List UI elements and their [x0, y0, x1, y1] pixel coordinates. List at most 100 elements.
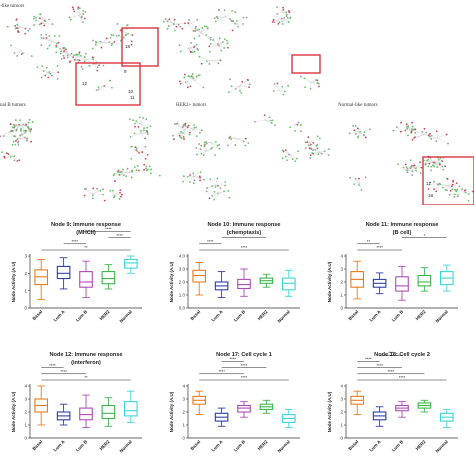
network-edge [194, 80, 204, 88]
network-node [140, 130, 142, 132]
network-node [23, 130, 25, 132]
network-node [316, 82, 319, 84]
network-edge [114, 173, 124, 175]
network-edge [354, 130, 360, 133]
network-node [138, 116, 141, 119]
network-node [40, 34, 43, 36]
network-edge [213, 39, 218, 46]
network-node [27, 29, 30, 32]
network-edge [393, 130, 405, 132]
network-edge [180, 132, 190, 135]
network-node [56, 77, 59, 80]
network-node [112, 174, 115, 177]
network-edge [410, 166, 417, 169]
significance-label: **** [60, 369, 67, 374]
network-node [166, 27, 169, 30]
network-node [208, 63, 211, 65]
network-node [124, 34, 127, 37]
network-edge [193, 172, 201, 177]
boxplot-panels: Node 9: Immune response (MHCII) 0 1 2 3 Node A… [11, 222, 458, 454]
network-edge [290, 154, 298, 159]
network-edge [310, 79, 316, 83]
network-edge [359, 183, 362, 191]
network-node [395, 126, 398, 129]
y-tick-label: 3 [340, 397, 343, 402]
network-edge [92, 41, 104, 49]
network-edge [131, 146, 139, 153]
network-edge [37, 66, 48, 73]
network-node [13, 125, 16, 128]
network-edge [227, 138, 239, 146]
network-edge [144, 164, 150, 170]
network-node [17, 140, 20, 143]
network-edge [139, 117, 141, 125]
box-normal [439, 408, 454, 429]
chart-title: Node 12: Immune response [49, 352, 122, 358]
network-node [102, 188, 104, 191]
network-node [25, 123, 28, 126]
network-node [73, 59, 76, 61]
network-edge [84, 189, 93, 195]
network-edge [183, 125, 194, 130]
network-node [209, 38, 212, 41]
network-edge [104, 85, 112, 88]
network-node [172, 134, 174, 137]
network-node [282, 8, 285, 11]
network-edge [39, 19, 44, 25]
box-lum-b [237, 401, 251, 418]
network-node [444, 165, 447, 168]
network-edge [70, 14, 81, 20]
network-node [94, 43, 97, 46]
network-edge [69, 15, 79, 18]
network-node [24, 129, 27, 132]
network-node [6, 25, 9, 28]
network-node [291, 158, 294, 161]
network-node [229, 17, 231, 20]
significance-label: ** [84, 245, 88, 250]
network-node [456, 195, 459, 198]
network-edge [13, 124, 23, 128]
highlight-frame [291, 54, 321, 74]
network-edge [239, 79, 248, 87]
network-node [59, 52, 62, 55]
network-edge [432, 157, 439, 163]
network-node [172, 138, 175, 141]
network-edge [80, 11, 86, 15]
x-tick-label: Lum A [210, 439, 224, 453]
network-node [402, 166, 405, 169]
network-label-lumb: nal B tumors [0, 103, 26, 108]
network-edge [217, 45, 222, 51]
network-node [297, 121, 300, 124]
network-edge [63, 51, 67, 59]
network-edge [404, 129, 414, 132]
network-node [353, 129, 356, 132]
network-node [273, 83, 276, 85]
network-edge [206, 150, 216, 156]
network-node [51, 74, 53, 77]
network-node [200, 152, 203, 155]
network-node [240, 92, 243, 94]
network-edge [278, 89, 284, 95]
chart-title: Node 17: Cell cycle 1 [216, 352, 272, 358]
network-node [9, 156, 12, 158]
network-node [438, 163, 441, 166]
network-edge [350, 177, 360, 184]
network-node [7, 153, 10, 155]
network-node [55, 45, 58, 48]
network-node [428, 162, 431, 165]
y-axis-label: Node Activity (A.U) [327, 391, 332, 432]
box-lum-b [395, 265, 409, 301]
network-edge [238, 138, 246, 146]
network-node [203, 25, 206, 28]
network-edge [189, 176, 194, 183]
network-edge [51, 41, 59, 43]
network-node [187, 124, 190, 127]
network-node [129, 135, 132, 138]
highlight-box [291, 54, 321, 74]
network-node [83, 60, 86, 63]
significance-label: **** [218, 369, 225, 374]
network-edge [310, 152, 320, 159]
network-node [287, 20, 290, 23]
box-iqr [123, 258, 138, 269]
